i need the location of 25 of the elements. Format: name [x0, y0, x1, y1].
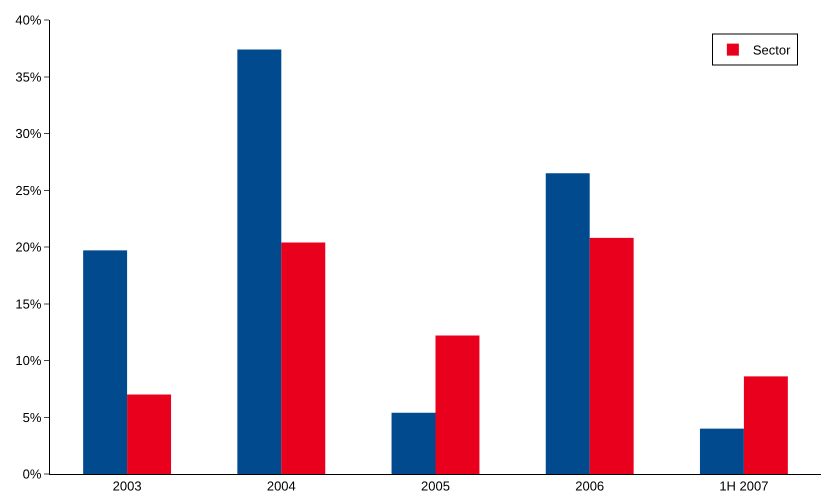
- y-tick-label: 20%: [15, 240, 42, 255]
- x-tick-label: 2005: [421, 478, 450, 494]
- y-tick-label: 10%: [15, 353, 42, 368]
- bar: [83, 250, 128, 474]
- y-tick-label: 0%: [22, 466, 42, 482]
- y-tick-label: 40%: [15, 12, 42, 28]
- y-tick-label: 5%: [22, 410, 42, 425]
- x-tick-label: 2006: [575, 478, 604, 494]
- x-tick-label: 2004: [266, 478, 296, 494]
- y-tick-label: 35%: [15, 69, 42, 84]
- bar: [392, 412, 436, 474]
- y-tick-label: 15%: [15, 296, 42, 312]
- y-tick-label: 25%: [15, 182, 42, 198]
- legend-label: Sector: [752, 42, 792, 58]
- bar: [281, 242, 326, 474]
- bar: [590, 238, 634, 474]
- bar: [546, 173, 590, 474]
- x-tick-label: 1H 2007: [719, 478, 768, 494]
- bar: [237, 50, 282, 474]
- y-tick-label: 30%: [15, 126, 42, 142]
- bar: [127, 394, 172, 474]
- x-tick-label: 2003: [112, 478, 142, 494]
- bar: [744, 376, 788, 474]
- bar: [436, 336, 480, 474]
- bar: [700, 428, 744, 474]
